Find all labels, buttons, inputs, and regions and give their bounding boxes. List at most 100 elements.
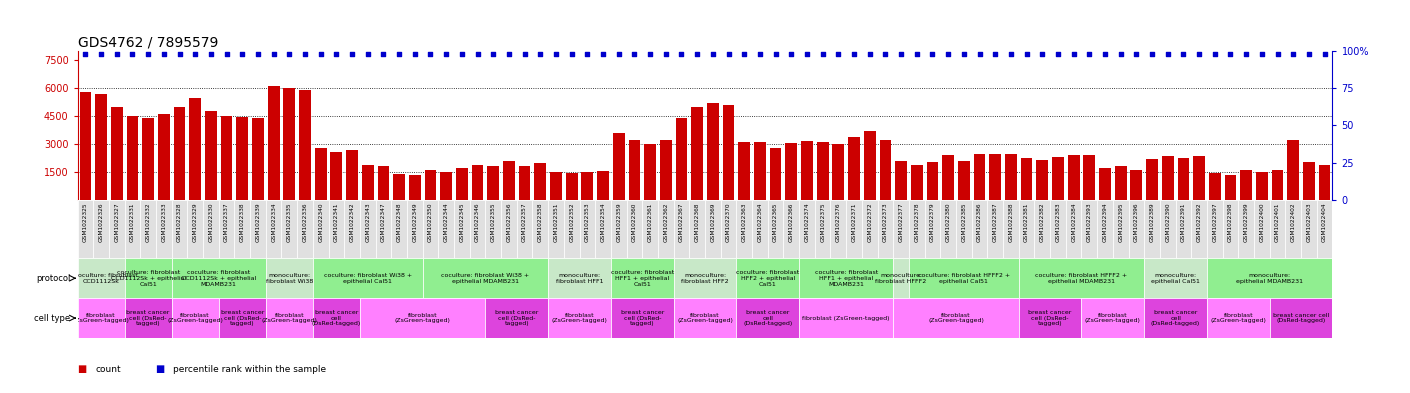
Point xyxy=(183,51,206,57)
Text: GSM1022398: GSM1022398 xyxy=(1228,203,1232,242)
Bar xyxy=(93,200,109,258)
Bar xyxy=(1083,155,1096,200)
Text: GSM1022363: GSM1022363 xyxy=(742,203,747,242)
Bar xyxy=(1241,170,1252,200)
Bar xyxy=(832,144,845,200)
Text: GSM1022374: GSM1022374 xyxy=(805,203,809,242)
Point xyxy=(859,51,881,57)
Text: GSM1022394: GSM1022394 xyxy=(1103,203,1107,242)
Bar xyxy=(877,200,894,258)
Bar xyxy=(1018,200,1035,258)
Bar xyxy=(971,200,987,258)
Text: GSM1022399: GSM1022399 xyxy=(1244,203,1249,242)
Bar xyxy=(1131,170,1142,200)
Point xyxy=(451,51,474,57)
Bar xyxy=(1191,200,1207,258)
Point xyxy=(1235,51,1258,57)
Text: GSM1022353: GSM1022353 xyxy=(585,203,589,242)
Text: GSM1022385: GSM1022385 xyxy=(962,203,966,242)
Bar xyxy=(330,151,343,200)
Bar xyxy=(1303,162,1314,200)
Bar xyxy=(548,258,611,298)
Bar xyxy=(580,200,595,258)
Bar xyxy=(314,148,327,200)
Bar xyxy=(407,200,423,258)
Point xyxy=(278,51,300,57)
Point xyxy=(592,51,615,57)
Text: GSM1022377: GSM1022377 xyxy=(898,203,904,242)
Bar xyxy=(925,200,940,258)
Text: coculture: fibroblast
CCD1112Sk + epithelial
Cal51: coculture: fibroblast CCD1112Sk + epithe… xyxy=(110,270,186,286)
Bar xyxy=(739,142,750,200)
Point xyxy=(168,51,190,57)
Bar xyxy=(533,200,548,258)
Text: GSM1022397: GSM1022397 xyxy=(1213,203,1217,242)
Bar xyxy=(344,200,360,258)
Text: breast cancer
cell
(DsRed-tagged): breast cancer cell (DsRed-tagged) xyxy=(1151,310,1200,326)
Point xyxy=(1172,51,1194,57)
Bar xyxy=(548,298,611,338)
Bar xyxy=(1222,200,1238,258)
Point xyxy=(1031,51,1053,57)
Text: monoculture:
epithelial MDAMB231: monoculture: epithelial MDAMB231 xyxy=(1237,273,1303,284)
Bar xyxy=(864,131,876,200)
Text: breast cancer
cell (DsRed-
tagged): breast cancer cell (DsRed- tagged) xyxy=(495,310,539,326)
Text: GSM1022333: GSM1022333 xyxy=(161,203,166,242)
Text: ■: ■ xyxy=(78,364,87,375)
Point xyxy=(828,51,850,57)
Point xyxy=(639,51,661,57)
Bar xyxy=(611,258,674,298)
Bar xyxy=(392,200,407,258)
Bar xyxy=(409,175,420,200)
Text: GSM1022327: GSM1022327 xyxy=(114,203,120,242)
Point xyxy=(1187,51,1210,57)
Text: fibroblast
(ZsGreen-tagged): fibroblast (ZsGreen-tagged) xyxy=(551,313,608,323)
Bar xyxy=(313,298,360,338)
Bar xyxy=(674,200,689,258)
Bar xyxy=(1318,165,1331,200)
Bar xyxy=(721,200,736,258)
Bar xyxy=(1256,172,1268,200)
Point xyxy=(341,51,364,57)
Text: monoculture:
fibroblast HFF1: monoculture: fibroblast HFF1 xyxy=(556,273,603,284)
Text: GSM1022376: GSM1022376 xyxy=(836,203,840,242)
Point xyxy=(1266,51,1289,57)
Text: GSM1022372: GSM1022372 xyxy=(867,203,873,242)
Bar xyxy=(785,143,797,200)
Bar xyxy=(237,117,248,200)
Bar xyxy=(78,298,124,338)
Point xyxy=(247,51,269,57)
Bar xyxy=(78,200,93,258)
Bar xyxy=(565,173,578,200)
Text: GSM1022347: GSM1022347 xyxy=(381,203,386,242)
Point xyxy=(1110,51,1132,57)
Bar xyxy=(158,114,169,200)
Bar xyxy=(378,166,389,200)
Bar xyxy=(1081,200,1097,258)
Bar xyxy=(188,200,203,258)
Text: cell type: cell type xyxy=(34,314,70,323)
Point xyxy=(75,51,97,57)
Text: monoculture:
fibroblast HFFF2: monoculture: fibroblast HFFF2 xyxy=(876,273,926,284)
Text: GSM1022349: GSM1022349 xyxy=(412,203,417,242)
Point xyxy=(702,51,725,57)
Text: GSM1022382: GSM1022382 xyxy=(1039,203,1045,242)
Bar xyxy=(705,200,721,258)
Bar xyxy=(1145,298,1207,338)
Bar xyxy=(1097,200,1112,258)
Text: fibroblast
(ZsGreen-tagged): fibroblast (ZsGreen-tagged) xyxy=(395,313,451,323)
Bar xyxy=(736,200,752,258)
Bar xyxy=(78,258,124,298)
Bar xyxy=(124,258,172,298)
Text: GSM1022380: GSM1022380 xyxy=(946,203,950,242)
Bar xyxy=(203,200,219,258)
Text: GSM1022340: GSM1022340 xyxy=(319,203,323,242)
Point xyxy=(152,51,175,57)
Bar xyxy=(1003,200,1018,258)
Point xyxy=(718,51,740,57)
Text: GSM1022402: GSM1022402 xyxy=(1290,203,1296,242)
Bar xyxy=(581,172,594,200)
Bar xyxy=(124,200,140,258)
Bar xyxy=(1067,155,1080,200)
Bar xyxy=(1145,258,1207,298)
